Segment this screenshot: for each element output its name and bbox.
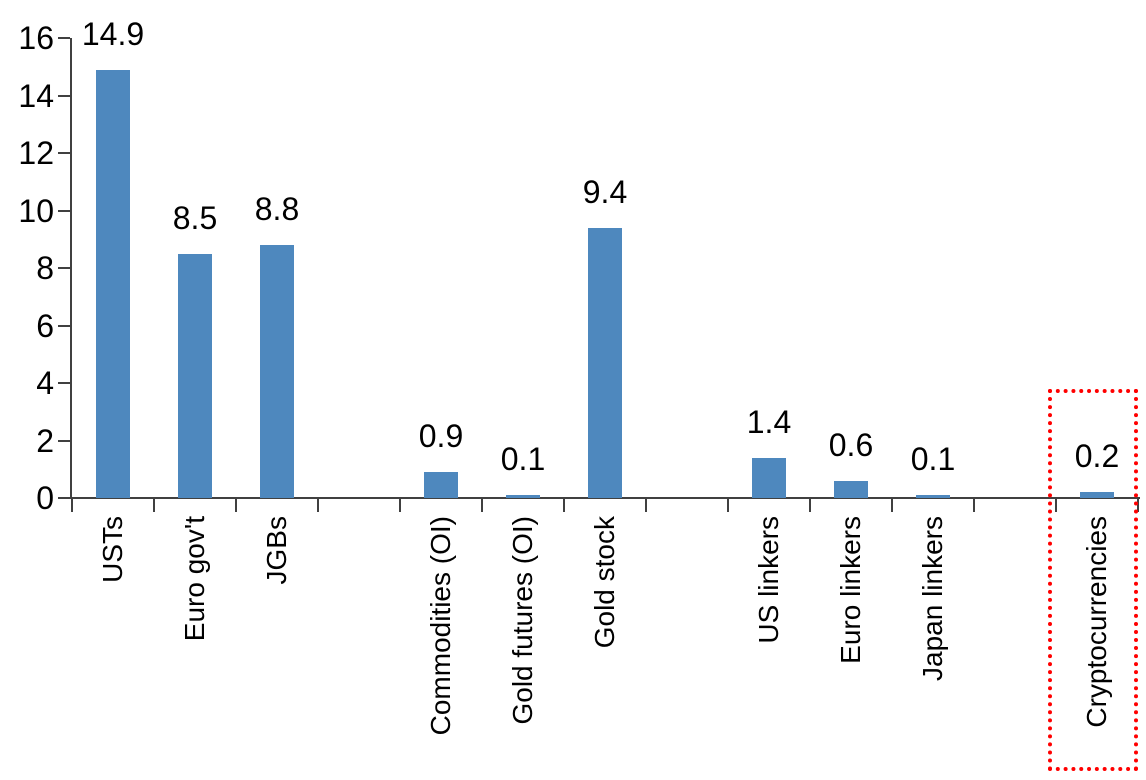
value-label: 0.1 xyxy=(500,441,546,478)
highlight-box xyxy=(1048,389,1138,771)
x-tick xyxy=(235,497,237,512)
bar xyxy=(178,253,212,498)
y-tick xyxy=(58,94,70,97)
bar xyxy=(424,472,458,498)
category-label: Euro linkers xyxy=(835,516,866,664)
bar xyxy=(96,69,130,498)
x-tick xyxy=(1137,497,1139,512)
x-tick xyxy=(973,497,975,512)
x-tick xyxy=(71,497,73,512)
value-label: 8.8 xyxy=(254,191,300,227)
value-label: 14.9 xyxy=(81,15,145,52)
y-tick xyxy=(58,152,70,154)
x-axis xyxy=(70,497,1140,499)
bar xyxy=(506,495,540,498)
bar xyxy=(916,495,950,498)
category-label: USTs xyxy=(97,516,128,583)
y-tick-label: 16 xyxy=(18,20,54,56)
y-tick xyxy=(58,324,70,327)
category-label: Gold futures (OI) xyxy=(507,516,538,725)
x-tick xyxy=(645,497,647,512)
y-axis xyxy=(70,38,72,499)
category-label: Gold stock xyxy=(589,516,620,649)
x-tick xyxy=(563,497,565,512)
x-tick xyxy=(727,497,729,512)
value-label: 0.2 xyxy=(1074,438,1120,475)
value-label: 0.1 xyxy=(910,441,956,478)
y-tick-label: 4 xyxy=(36,365,54,401)
category-label: JGBs xyxy=(261,516,292,585)
category-label: Commodities (OI) xyxy=(425,516,456,736)
category-label: Japan linkers xyxy=(917,516,948,681)
value-label: 8.5 xyxy=(172,199,218,236)
y-tick-label: 2 xyxy=(36,422,54,459)
bar xyxy=(834,480,868,498)
value-label: 1.4 xyxy=(746,403,792,440)
x-tick xyxy=(891,497,893,512)
y-tick-label: 10 xyxy=(18,192,54,229)
x-tick xyxy=(317,497,319,512)
category-label: Euro gov't xyxy=(179,516,210,642)
x-tick xyxy=(1055,497,1057,512)
category-label: US linkers xyxy=(753,516,784,644)
y-tick xyxy=(58,209,70,212)
value-label: 9.4 xyxy=(582,173,628,210)
y-tick-label: 6 xyxy=(36,307,54,344)
value-label: 0.6 xyxy=(828,426,874,463)
y-tick-label: 8 xyxy=(36,250,54,286)
y-tick xyxy=(58,37,70,39)
x-tick xyxy=(399,497,401,512)
y-tick xyxy=(58,267,70,269)
y-tick-label: 0 xyxy=(36,480,54,516)
y-tick xyxy=(58,382,70,384)
x-tick xyxy=(809,497,811,512)
x-tick xyxy=(481,497,483,512)
y-tick xyxy=(58,497,70,499)
y-tick xyxy=(58,439,70,442)
x-tick xyxy=(153,497,155,512)
y-tick-label: 12 xyxy=(18,135,54,171)
bar xyxy=(752,457,786,498)
bar xyxy=(260,245,294,498)
y-tick-label: 14 xyxy=(18,77,54,114)
bar xyxy=(1080,492,1114,498)
value-label: 0.9 xyxy=(418,418,464,455)
bar xyxy=(588,227,622,498)
